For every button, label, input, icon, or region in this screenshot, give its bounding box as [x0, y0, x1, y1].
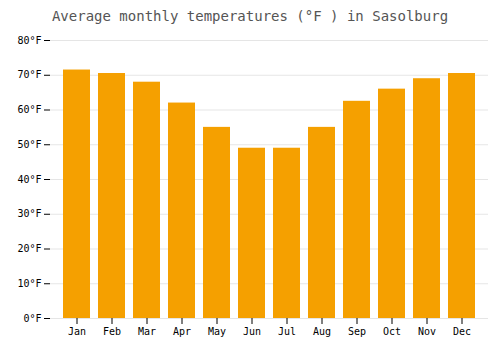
svg-text:10°F: 10°F: [17, 278, 41, 289]
html-text:Average monthly temperatures (: Average monthly temperatures (°F ) in Sa…: [51, 8, 449, 24]
svg-text:Mar: Mar: [138, 326, 156, 337]
svg-text:Nov: Nov: [418, 326, 436, 337]
svg-text:Oct: Oct: [383, 326, 401, 337]
svg-text:80°F: 80°F: [17, 35, 41, 46]
svg-text:Jan: Jan: [68, 326, 86, 337]
svg-text:Feb: Feb: [103, 326, 121, 337]
svg-text:60°F: 60°F: [17, 104, 41, 115]
svg-text:40°F: 40°F: [17, 174, 41, 185]
svg-text:Sep: Sep: [348, 326, 366, 337]
svg-text:50°F: 50°F: [17, 139, 41, 150]
svg-text:Jun: Jun: [243, 326, 261, 337]
svg-text:Apr: Apr: [173, 326, 191, 337]
svg-text:20°F: 20°F: [17, 243, 41, 254]
svg-text:0°F: 0°F: [23, 313, 41, 324]
svg-text:70°F: 70°F: [17, 69, 41, 80]
svg-text:May: May: [208, 326, 226, 337]
svg-text:Aug: Aug: [313, 326, 331, 337]
svg-text:Jul: Jul: [278, 326, 296, 337]
svg-text:30°F: 30°F: [17, 208, 41, 219]
svg-text:Dec: Dec: [453, 326, 471, 337]
